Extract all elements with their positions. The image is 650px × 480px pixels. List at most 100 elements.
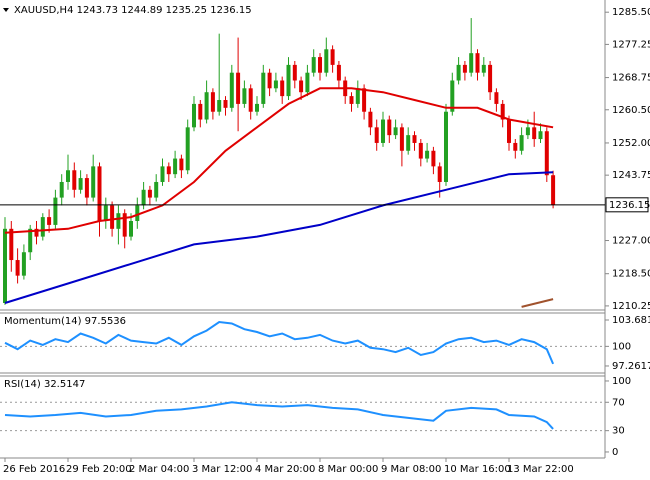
candle-body xyxy=(210,92,215,112)
candle-body xyxy=(406,135,411,151)
candle-body xyxy=(122,213,127,237)
y-tick-label: 1268.75 xyxy=(612,73,650,84)
line-series xyxy=(4,87,554,234)
x-tick-label: 10 Mar 16:00 xyxy=(444,464,511,475)
candle-body xyxy=(368,111,373,128)
candle-body xyxy=(324,49,329,73)
candle-body xyxy=(66,170,70,182)
candle-body xyxy=(110,205,115,229)
candle-body xyxy=(3,228,7,303)
candle-body xyxy=(72,170,77,190)
candle-body xyxy=(47,217,52,225)
candle-body xyxy=(242,88,247,104)
candle-body xyxy=(248,88,253,112)
candle-body xyxy=(280,80,285,97)
candle-body xyxy=(425,150,430,159)
candle-body xyxy=(217,100,222,112)
candle-body xyxy=(179,158,184,171)
candle-body xyxy=(21,252,26,276)
candle-body xyxy=(475,53,480,73)
candle-body xyxy=(192,103,196,128)
candle-body xyxy=(349,96,354,104)
candle-body xyxy=(292,64,297,81)
candle-body xyxy=(374,127,379,143)
candle-body xyxy=(525,127,530,136)
x-tick-label: 3 Mar 12:00 xyxy=(192,464,252,475)
candle-body xyxy=(141,189,146,206)
candle-body xyxy=(116,213,121,229)
x-tick-label: 2 Mar 04:00 xyxy=(129,464,189,475)
candle-body xyxy=(462,64,467,73)
line-series xyxy=(4,320,555,365)
candle-body xyxy=(381,119,385,143)
candle-body xyxy=(34,228,39,237)
line-series xyxy=(521,298,554,308)
candle-body xyxy=(330,49,335,65)
candle-body xyxy=(532,127,537,140)
x-tick-label: 29 Feb 20:00 xyxy=(66,464,132,475)
y-tick-label: 100 xyxy=(612,376,631,387)
candle-body xyxy=(59,181,64,198)
candle-body xyxy=(229,72,234,108)
candle-body xyxy=(362,88,367,112)
candle-body xyxy=(267,72,272,89)
title-marker xyxy=(3,8,9,12)
candle-body xyxy=(103,205,108,222)
y-tick-label: 97.2617 xyxy=(612,361,650,372)
candle-body xyxy=(286,64,291,97)
candle-body xyxy=(507,119,511,143)
y-tick-label: 70 xyxy=(612,397,625,408)
candle-body xyxy=(387,119,392,136)
candle-body xyxy=(129,221,133,237)
y-tick-label: 1260.50 xyxy=(612,105,650,116)
y-tick-label: 0 xyxy=(612,447,618,458)
candle-body xyxy=(198,103,203,120)
y-tick-label: 1227.00 xyxy=(612,236,650,247)
candle-body xyxy=(481,64,486,73)
y-tick-label: 1210.25 xyxy=(612,301,650,312)
candle-body xyxy=(236,72,241,104)
candle-body xyxy=(412,135,417,143)
candle-body xyxy=(444,111,448,182)
candle-body xyxy=(399,127,404,151)
candle-body xyxy=(299,80,304,93)
candle-body xyxy=(431,150,436,167)
current-price-label: 1236.15 xyxy=(609,200,650,211)
candle-body xyxy=(469,53,474,73)
y-tick-label: 1252.00 xyxy=(612,138,650,149)
candle-body xyxy=(84,178,89,198)
current-price-box xyxy=(605,197,649,213)
candle-body xyxy=(78,178,83,190)
candle-body xyxy=(538,131,543,140)
x-tick-label: 4 Mar 20:00 xyxy=(255,464,315,475)
candle-body xyxy=(154,181,159,198)
x-tick-label: 13 Mar 22:00 xyxy=(507,464,574,475)
candle-body xyxy=(9,228,14,261)
x-tick-label: 26 Feb 2016 xyxy=(3,464,65,475)
candle-body xyxy=(513,142,518,151)
y-tick-label: 100 xyxy=(612,341,631,352)
candle-body xyxy=(488,64,493,93)
candle-body xyxy=(519,135,524,151)
candle-body xyxy=(318,57,322,73)
candle-body xyxy=(40,217,45,237)
panel-title: XAUUSD,H4 1243.73 1244.89 1235.25 1236.1… xyxy=(14,5,252,16)
candle-body xyxy=(355,88,360,104)
y-tick-label: 1285.50 xyxy=(612,7,650,18)
y-tick-label: 1243.75 xyxy=(612,170,650,181)
candle-body xyxy=(255,103,259,112)
candle-body xyxy=(456,64,461,81)
x-tick-label: 9 Mar 08:00 xyxy=(381,464,441,475)
panel-title: Momentum(14) 97.5536 xyxy=(4,316,126,327)
panel-title: RSI(14) 32.5147 xyxy=(4,379,85,390)
candle-body xyxy=(204,92,209,120)
candle-body xyxy=(185,127,190,171)
line-series xyxy=(4,171,554,304)
candle-body xyxy=(551,175,556,205)
candle-body xyxy=(273,80,278,89)
candle-body xyxy=(418,142,423,159)
candle-body xyxy=(494,92,499,104)
line-series xyxy=(4,401,554,430)
candle-body xyxy=(166,166,171,175)
